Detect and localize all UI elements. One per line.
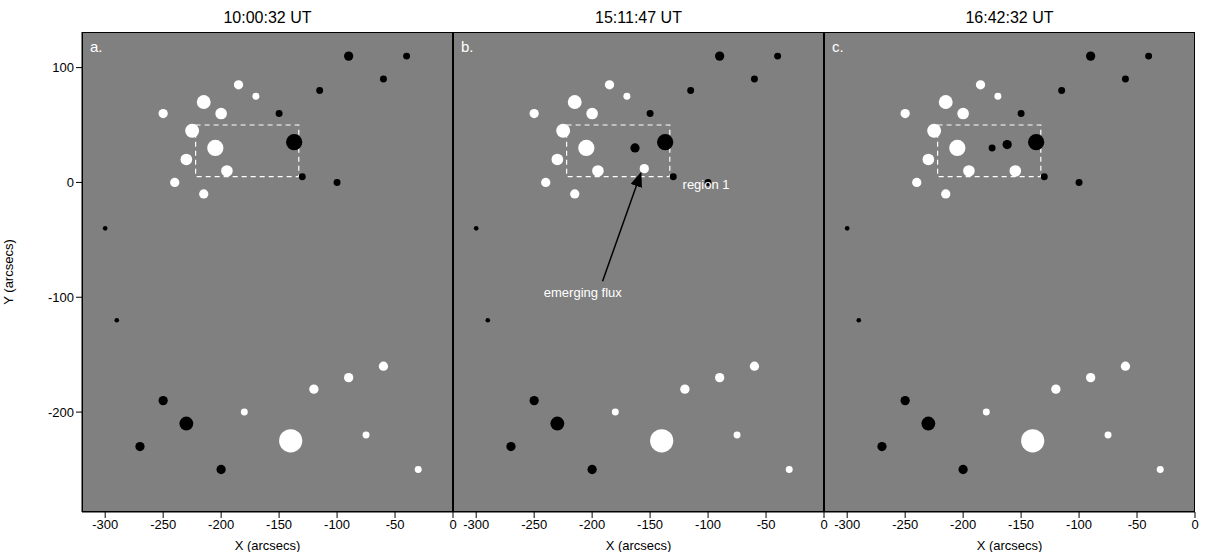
svg-text:10:00:32 UT: 10:00:32 UT	[223, 9, 311, 26]
svg-text:-250: -250	[892, 517, 918, 532]
svg-text:-100: -100	[324, 517, 350, 532]
svg-text:c.: c.	[832, 38, 844, 55]
svg-text:0: 0	[1191, 517, 1198, 532]
svg-text:a.: a.	[90, 38, 103, 55]
svg-text:-250: -250	[521, 517, 547, 532]
svg-text:-200: -200	[579, 517, 605, 532]
svg-text:-50: -50	[386, 517, 405, 532]
svg-text:X (arcsecs): X (arcsecs)	[606, 538, 672, 552]
svg-text:-100: -100	[695, 517, 721, 532]
svg-text:-50: -50	[1128, 517, 1147, 532]
svg-text:emerging flux: emerging flux	[544, 285, 623, 300]
svg-text:-300: -300	[92, 517, 118, 532]
svg-text:-200: -200	[208, 517, 234, 532]
svg-text:-50: -50	[757, 517, 776, 532]
svg-text:X (arcsecs): X (arcsecs)	[235, 538, 301, 552]
svg-text:-100: -100	[1066, 517, 1092, 532]
svg-text:-150: -150	[637, 517, 663, 532]
svg-text:-200: -200	[48, 405, 74, 420]
svg-text:0: 0	[820, 517, 827, 532]
svg-text:0: 0	[449, 517, 456, 532]
svg-text:Y (arcsecs): Y (arcsecs)	[1, 239, 16, 305]
svg-text:100: 100	[52, 60, 74, 75]
svg-text:-200: -200	[950, 517, 976, 532]
svg-text:-300: -300	[834, 517, 860, 532]
svg-text:15:11:47 UT: 15:11:47 UT	[595, 9, 682, 26]
svg-text:16:42:32 UT: 16:42:32 UT	[965, 9, 1053, 26]
svg-text:-150: -150	[1008, 517, 1034, 532]
svg-text:-150: -150	[266, 517, 292, 532]
svg-text:-250: -250	[150, 517, 176, 532]
svg-text:-100: -100	[48, 290, 74, 305]
svg-text:b.: b.	[461, 38, 474, 55]
svg-text:X (arcsecs): X (arcsecs)	[977, 538, 1043, 552]
svg-text:-300: -300	[463, 517, 489, 532]
svg-text:region 1: region 1	[683, 177, 730, 192]
svg-text:0: 0	[67, 175, 74, 190]
